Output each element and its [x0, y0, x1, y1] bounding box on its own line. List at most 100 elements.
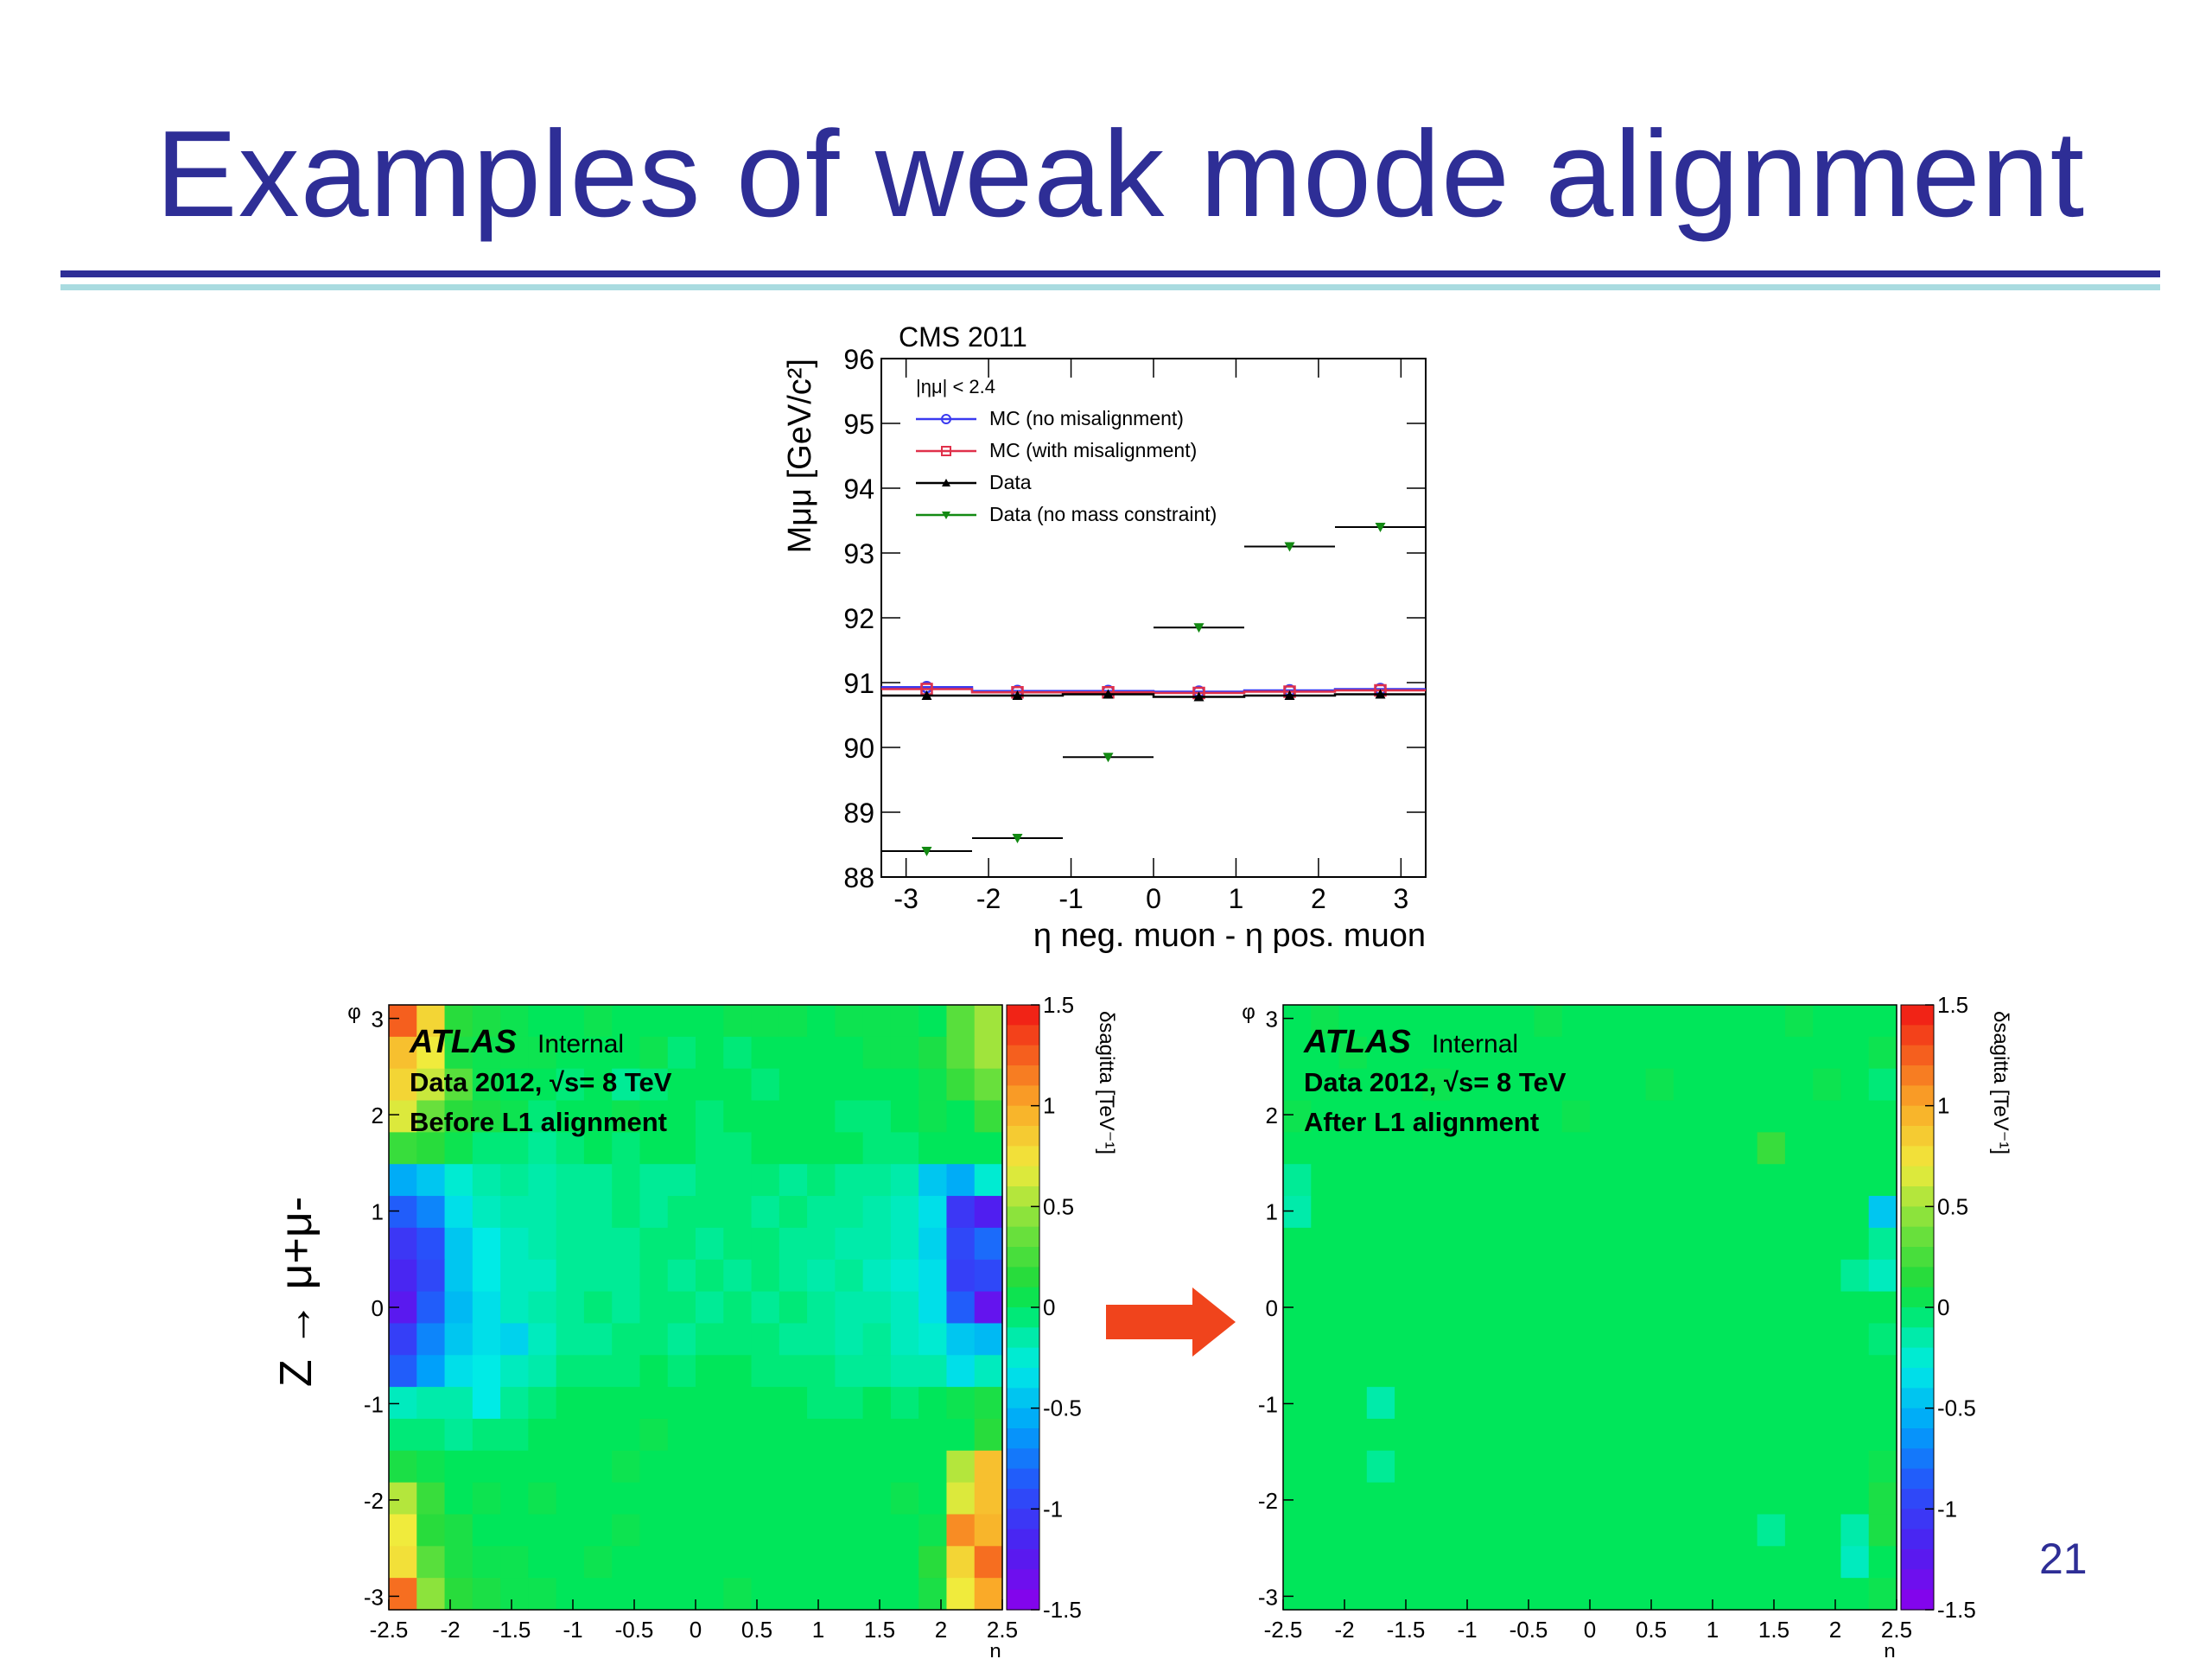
heatmap-cell: [1645, 1132, 1675, 1165]
heatmap-cell: [1701, 1578, 1730, 1611]
heatmap-cell: [389, 1418, 417, 1452]
heatmap-cell: [696, 1068, 724, 1102]
heatmap-cell: [723, 1100, 753, 1133]
heatmap-cell: [862, 1355, 892, 1388]
heatmap-cell: [751, 1259, 780, 1293]
heatmap-cell: [1757, 1036, 1786, 1070]
heatmap-cell: [1868, 1291, 1897, 1325]
x-tick-label: 1.5: [1758, 1617, 1789, 1643]
heatmap-cell: [1311, 1450, 1340, 1484]
colorbar-tick-label: 1.5: [1043, 992, 1074, 1018]
heatmap-cell: [1506, 1227, 1535, 1261]
heatmap-cell: [1395, 1196, 1423, 1229]
heatmap-cell: [1868, 1164, 1897, 1197]
title-rule: [60, 270, 2160, 277]
heatmap-cell: [1506, 1578, 1535, 1611]
heatmap-cell: [1506, 1196, 1535, 1229]
heatmap-cell: [1395, 1291, 1423, 1325]
heatmap-cell: [472, 1387, 501, 1420]
heatmap-cell: [1283, 1323, 1312, 1356]
heatmap-cell: [1813, 1482, 1842, 1516]
heatmap-cell: [528, 1514, 557, 1547]
heatmap-cell: [1645, 1227, 1675, 1261]
heatmap-cell: [1478, 1323, 1507, 1356]
heatmap-cell: [1618, 1132, 1647, 1165]
heatmap-cell: [1450, 1323, 1479, 1356]
y-tick-label: 1: [372, 1199, 384, 1225]
heatmap-cell: [1729, 1068, 1758, 1102]
heatmap-cell: [1813, 1578, 1842, 1611]
heatmap-cell: [1561, 1546, 1591, 1579]
heatmap-cell: [723, 1227, 753, 1261]
heatmap-cell: [723, 1005, 753, 1038]
heatmap-cell: [1283, 1227, 1312, 1261]
heatmap-cell: [1366, 1546, 1395, 1579]
heatmap-cell: [890, 1100, 919, 1133]
heatmap-cell: [696, 1132, 724, 1165]
heatmap-cell: [1757, 1323, 1786, 1356]
heatmap-cell: [500, 1323, 529, 1356]
heatmap-cell: [389, 1546, 417, 1579]
heatmap-cell: [1840, 1450, 1870, 1484]
heatmap-cell: [1283, 1005, 1312, 1038]
heatmap-cell: [389, 1323, 417, 1356]
heatmap-cell: [639, 1514, 669, 1547]
heatmap-cell: [1450, 1387, 1479, 1420]
heatmap-cell: [723, 1291, 753, 1325]
heatmap-cell: [583, 1482, 613, 1516]
heatmap-cell: [807, 1196, 836, 1229]
heatmap-cell: [556, 1005, 585, 1038]
heatmap-cell: [1645, 1482, 1675, 1516]
heatmap-cell: [416, 1578, 446, 1611]
heatmap-cell: [639, 1355, 669, 1388]
heatmap-cell: [862, 1005, 892, 1038]
heatmap-cell: [1701, 1259, 1730, 1293]
heatmap-cell: [1366, 1578, 1395, 1611]
data-point: [921, 690, 932, 700]
heatmap-cell: [696, 1418, 724, 1452]
heatmap-cell: [667, 1355, 696, 1388]
heatmap-cell: [807, 1164, 836, 1197]
heatmap-cell: [918, 1323, 948, 1356]
heatmap-cell: [1283, 1482, 1312, 1516]
y-tick-label: 92: [843, 603, 874, 634]
heatmap-cell: [1478, 1578, 1507, 1611]
heatmap-cell: [890, 1387, 919, 1420]
heatmap-cell: [639, 1291, 669, 1325]
colorbar-segment: [1007, 1327, 1039, 1349]
heatmap-cell: [1311, 1132, 1340, 1165]
heatmap-cell: [1338, 1068, 1368, 1102]
heatmap-cell: [1618, 1355, 1647, 1388]
heatmap-cell: [1645, 1355, 1675, 1388]
heatmap-cell: [1338, 1418, 1368, 1452]
heatmap-cell: [1618, 1036, 1647, 1070]
heatmap-cell: [1450, 1005, 1479, 1038]
heatmap-cell: [974, 1132, 1003, 1165]
heatmap-cell: [612, 1100, 641, 1133]
heatmap-cell: [779, 1546, 808, 1579]
colorbar-segment: [1007, 1347, 1039, 1369]
colorbar-segment: [1007, 1065, 1039, 1086]
heatmap-cell: [807, 1387, 836, 1420]
heatmap-cell: [890, 1514, 919, 1547]
heatmap-cell: [1561, 1196, 1591, 1229]
heatmap-cell: [723, 1068, 753, 1102]
y-axis-label: φ: [1242, 1001, 1255, 1024]
heatmap-cell: [500, 1196, 529, 1229]
heatmap-cell: [862, 1132, 892, 1165]
heatmap-cell: [1868, 1387, 1897, 1420]
heatmap-cell: [472, 1164, 501, 1197]
heatmap-cell: [1868, 1546, 1897, 1579]
heatmap-cell: [723, 1036, 753, 1070]
heatmap-cell: [612, 1578, 641, 1611]
heatmap-cell: [1784, 1132, 1814, 1165]
heatmap-cell: [639, 1005, 669, 1038]
heatmap-cell: [1868, 1482, 1897, 1516]
heatmap-cell: [1422, 1418, 1452, 1452]
heatmap-cell: [1534, 1100, 1563, 1133]
heatmap-cell: [556, 1514, 585, 1547]
heatmap-cell: [583, 1387, 613, 1420]
x-tick-label: 0: [1146, 883, 1161, 914]
heatmap-cell: [1506, 1387, 1535, 1420]
heatmap-after: -3 -2 -1 0 1 2 3φ -2.5 -2 -1.5 -1 -0.5 0 0.5 1 1.5 2 2.5η…: [1242, 992, 2012, 1657]
